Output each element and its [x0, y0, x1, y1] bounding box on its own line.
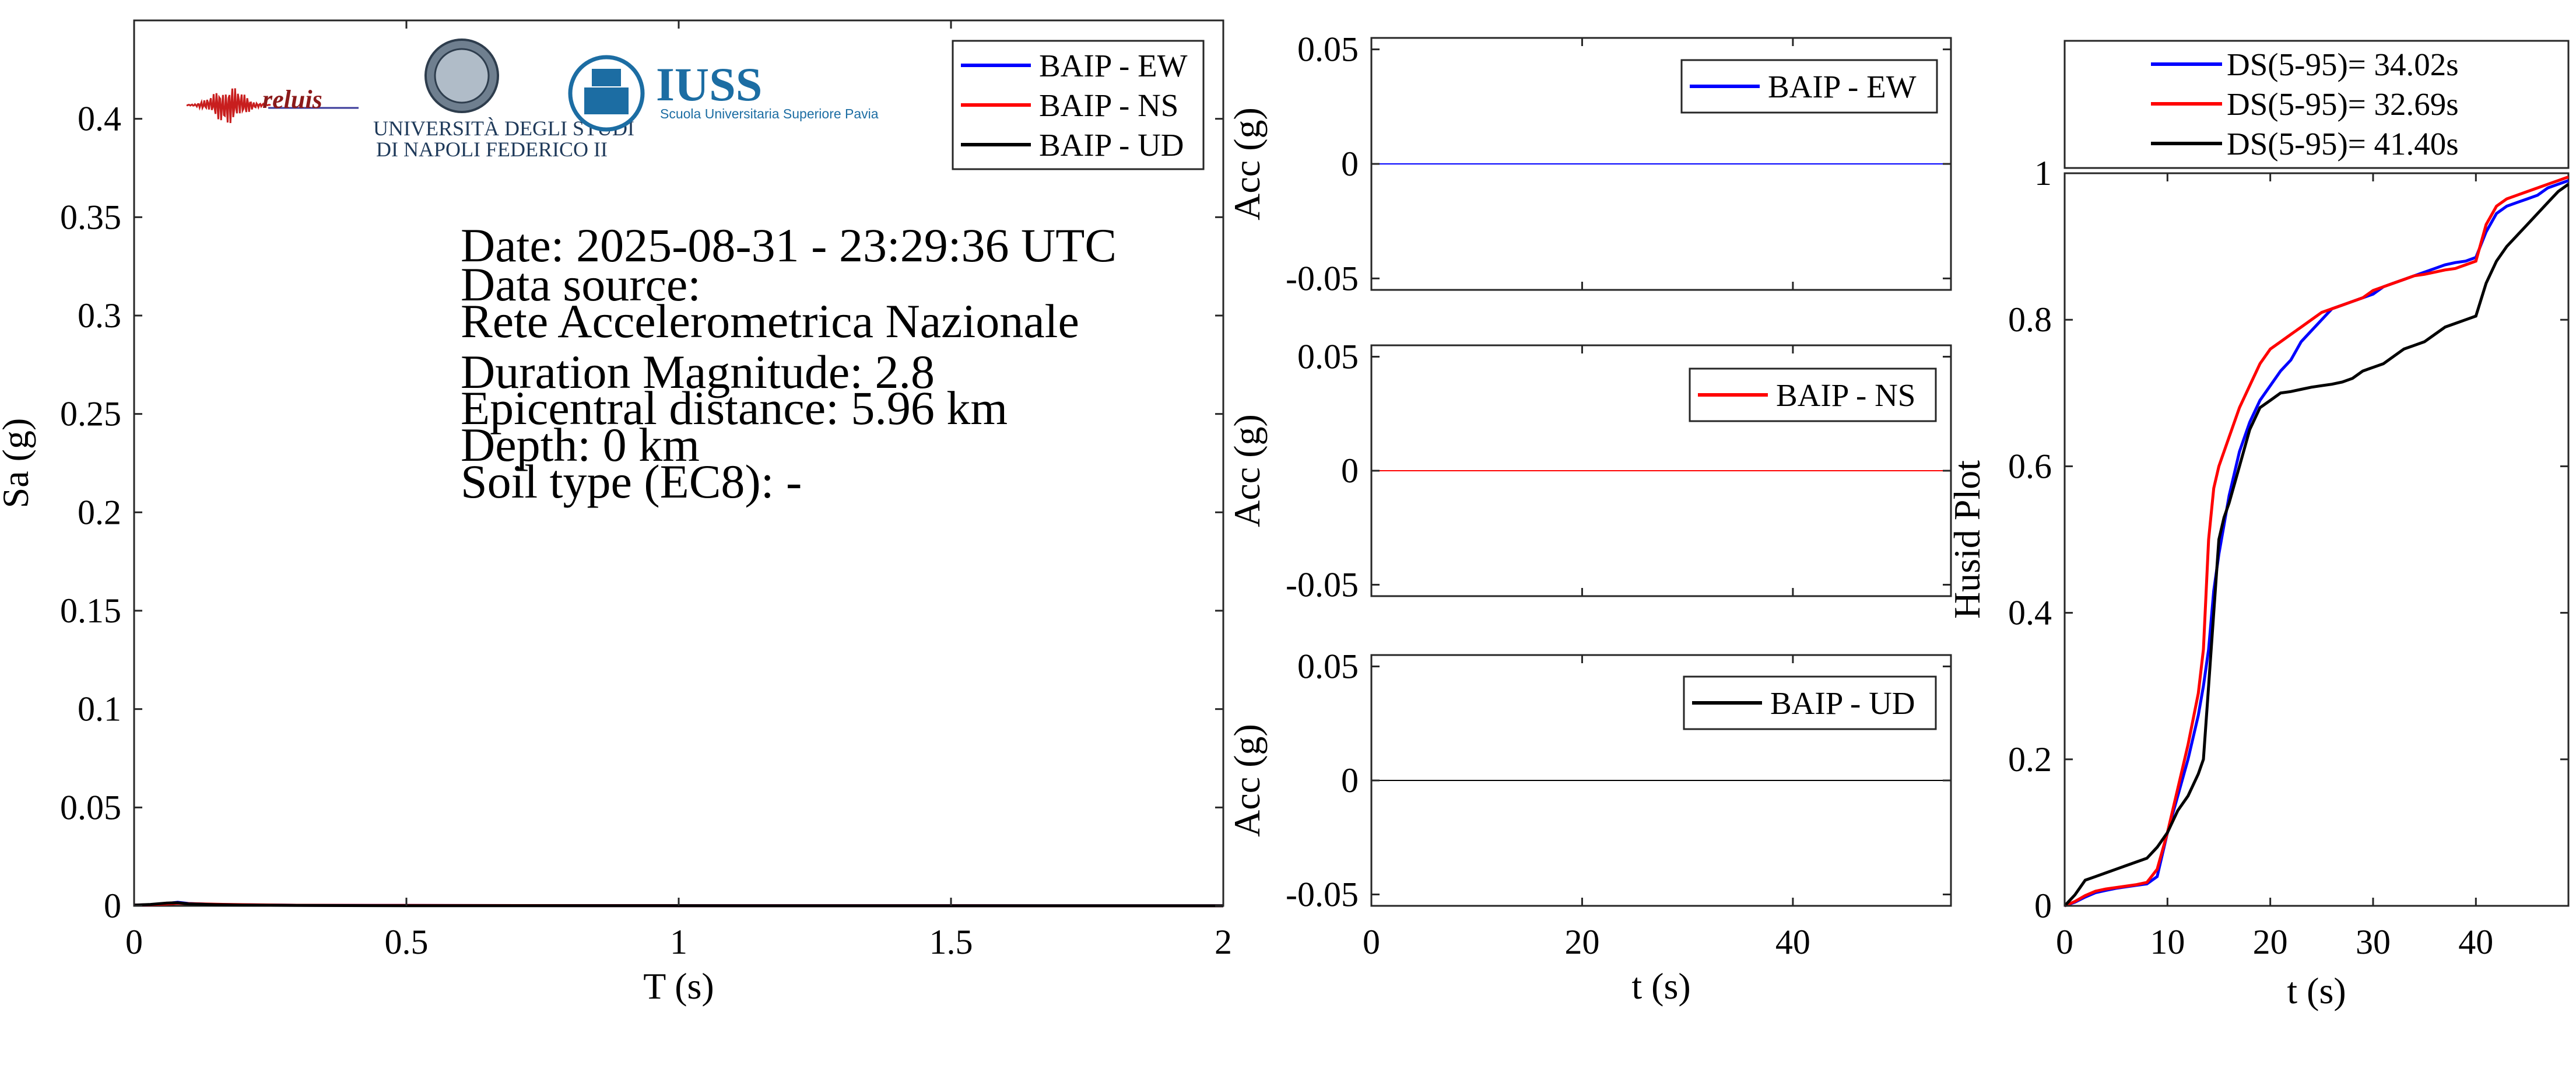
- iuss-subtitle: Scuola Universitaria Superiore Pavia: [660, 106, 879, 121]
- y-tick-label: 0.2: [78, 493, 121, 531]
- chart-2: -0.05 0 0.05 Acc (g) BAIP - EW: [1226, 30, 1952, 297]
- x-tick-label: 40: [2458, 923, 2493, 961]
- legend-label: BAIP - NS: [1776, 377, 1915, 413]
- y-tick-label: 0: [1341, 451, 1359, 490]
- seismogram-trace: [186, 88, 271, 123]
- y-tick-label: 0: [2034, 887, 2052, 925]
- iuss-title: IUSS: [656, 58, 762, 111]
- x-axis-label: t (s): [1631, 965, 1690, 1007]
- legend-label: DS(5-95)= 34.02s: [2227, 47, 2459, 82]
- info-depth: Depth: 0 km: [461, 418, 700, 471]
- info-magnitude: Duration Magnitude: 2.8: [461, 345, 935, 398]
- y-tick-label: -0.05: [1286, 259, 1359, 297]
- legend-box: [2063, 40, 2570, 169]
- series-line-1: [2064, 179, 2569, 908]
- legend: BAIP - EW BAIP - NS BAIP - UD: [952, 40, 1205, 170]
- y-tick-label: 0.35: [60, 198, 121, 236]
- info-distance: Epicentral distance: 5.96 km: [461, 381, 1008, 435]
- y-axis-label: Acc (g): [1226, 414, 1268, 527]
- legend-label: BAIP - EW: [1768, 69, 1917, 104]
- y-tick-label: 0.15: [60, 591, 121, 630]
- legend: BAIP - EW: [1680, 59, 1938, 114]
- y-tick-label: 0.8: [2008, 300, 2052, 339]
- unina-line2: DI NAPOLI FEDERICO II: [376, 138, 608, 161]
- legend-label: BAIP - EW: [1039, 48, 1188, 83]
- x-tick-label: 2: [1215, 923, 1232, 961]
- y-tick-label: 0.4: [2008, 594, 2052, 632]
- y-tick-label: 0.3: [78, 296, 121, 335]
- legend-label: DS(5-95)= 32.69s: [2227, 86, 2459, 122]
- y-tick-label: 1: [2034, 154, 2052, 192]
- info-source-label: Data source:: [461, 258, 701, 311]
- y-tick-label: 0.2: [2008, 740, 2052, 779]
- x-tick-label: 40: [1775, 923, 1810, 961]
- y-tick-label: 0: [1341, 145, 1359, 183]
- x-axis-label: t (s): [2287, 970, 2346, 1011]
- x-tick-label: 20: [2253, 923, 2288, 961]
- chart-5: 00.20.40.60.810 10 20 30 40t (s)Husid PlotDS…: [1946, 40, 2570, 1011]
- y-axis-label: Acc (g): [1226, 724, 1268, 837]
- y-tick-label: 0: [1341, 761, 1359, 800]
- y-tick-label: -0.05: [1286, 875, 1359, 913]
- y-tick-label: 0.05: [60, 788, 121, 827]
- x-tick-label: 1: [670, 923, 687, 961]
- y-tick-label: 0.4: [78, 100, 121, 138]
- series-line-3: [134, 901, 1223, 908]
- charts: 0 0.05 0.1 0.15 0.2 0.25 0.3 0.35 0.4 0 0.5 1 1.5 2 T …: [0, 19, 2570, 1011]
- chart-3: -0.05 0 0.05 Acc (g) BAIP - NS: [1226, 338, 1952, 604]
- y-tick-label: 0.05: [1297, 647, 1359, 686]
- series-line-2: [2064, 175, 2569, 908]
- x-axis-label: T (s): [643, 965, 714, 1007]
- legend: BAIP - UD: [1683, 675, 1937, 730]
- y-axis-label: Sa (g): [0, 418, 36, 509]
- x-tick-label: 30: [2356, 923, 2391, 961]
- info-source: Rete Accelerometrica Nazionale: [461, 295, 1079, 348]
- seismogram-wave-icon: [186, 88, 359, 123]
- x-tick-label: 20: [1564, 923, 1599, 961]
- legend-label: BAIP - UD: [1770, 685, 1915, 721]
- plot-area: [2063, 172, 2570, 907]
- legend: DS(5-95)= 34.02s DS(5-95)= 32.69s DS(5-95)…: [2063, 40, 2570, 169]
- y-axis-label: Husid Plot: [1946, 460, 1988, 619]
- x-tick-label: 1.5: [929, 923, 973, 961]
- y-tick-label: -0.05: [1286, 565, 1359, 604]
- x-tick-label: 0: [1363, 923, 1380, 961]
- y-tick-label: 0.1: [78, 690, 121, 729]
- chart-1: 0 0.05 0.1 0.15 0.2 0.25 0.3 0.35 0.4 0 0.5 1 1.5 2 T …: [0, 19, 1232, 1007]
- legend: BAIP - NS: [1689, 367, 1937, 422]
- y-tick-label: 0.6: [2008, 447, 2052, 485]
- series-line-3: [2063, 183, 2570, 907]
- legend-label: DS(5-95)= 41.40s: [2227, 126, 2459, 162]
- y-tick-label: 0: [104, 887, 121, 925]
- y-tick-label: 0.25: [60, 395, 121, 433]
- reluis-logo: reluis: [186, 85, 359, 123]
- info-soil: Soil type (EC8): -: [461, 455, 802, 508]
- iuss-logo: IUSS Scuola Universitaria Superiore Pavi…: [568, 55, 879, 132]
- x-tick-label: 0.5: [385, 923, 429, 961]
- info-date: Date: 2025-08-31 - 23:29:36 UTC: [461, 219, 1117, 272]
- y-tick-label: 0.05: [1297, 338, 1359, 376]
- event-info: Date: 2025-08-31 - 23:29:36 UTC Data sou…: [461, 219, 1117, 508]
- y-axis-label: Acc (g): [1226, 107, 1268, 220]
- x-tick-label: 0: [125, 923, 143, 961]
- x-tick-label: 0: [2056, 923, 2073, 961]
- reluis-logo-text: reluis: [262, 85, 322, 114]
- legend-label: BAIP - UD: [1039, 127, 1184, 163]
- x-tick-label: 10: [2150, 923, 2185, 961]
- y-tick-label: 0.05: [1297, 30, 1359, 69]
- legend-label: BAIP - NS: [1039, 87, 1178, 123]
